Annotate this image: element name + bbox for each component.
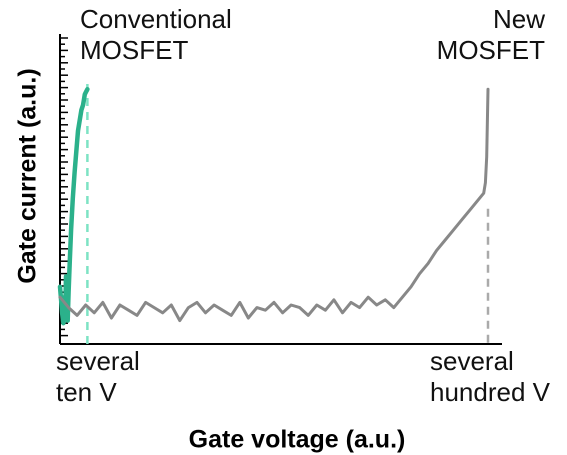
annotation-new-mosfet: New MOSFET xyxy=(437,4,545,66)
series-line-new-mosfet xyxy=(58,87,490,323)
y-axis-label: Gate current (a.u.) xyxy=(13,68,42,284)
annotation-new-line1: New xyxy=(492,4,545,34)
series-line-conventional-mosfet xyxy=(57,86,90,326)
annotation-new-line2: MOSFET xyxy=(436,35,545,66)
x-tick-left-line2: ten V xyxy=(56,377,117,408)
annotation-conventional-line2: MOSFET xyxy=(80,35,189,66)
x-axis-label: Gate voltage (a.u.) xyxy=(188,425,406,454)
x-tick-right-line2: hundred V xyxy=(430,377,550,408)
x-tick-label-several-ten-v: several ten V xyxy=(56,346,140,408)
x-tick-left-line1: several xyxy=(56,346,140,376)
annotation-conventional-line1: Conventional xyxy=(80,4,232,34)
annotation-conventional-mosfet: Conventional MOSFET xyxy=(80,4,232,66)
x-tick-label-several-hundred-v: several hundred V xyxy=(430,346,550,408)
x-tick-right-line1: several xyxy=(430,346,514,376)
